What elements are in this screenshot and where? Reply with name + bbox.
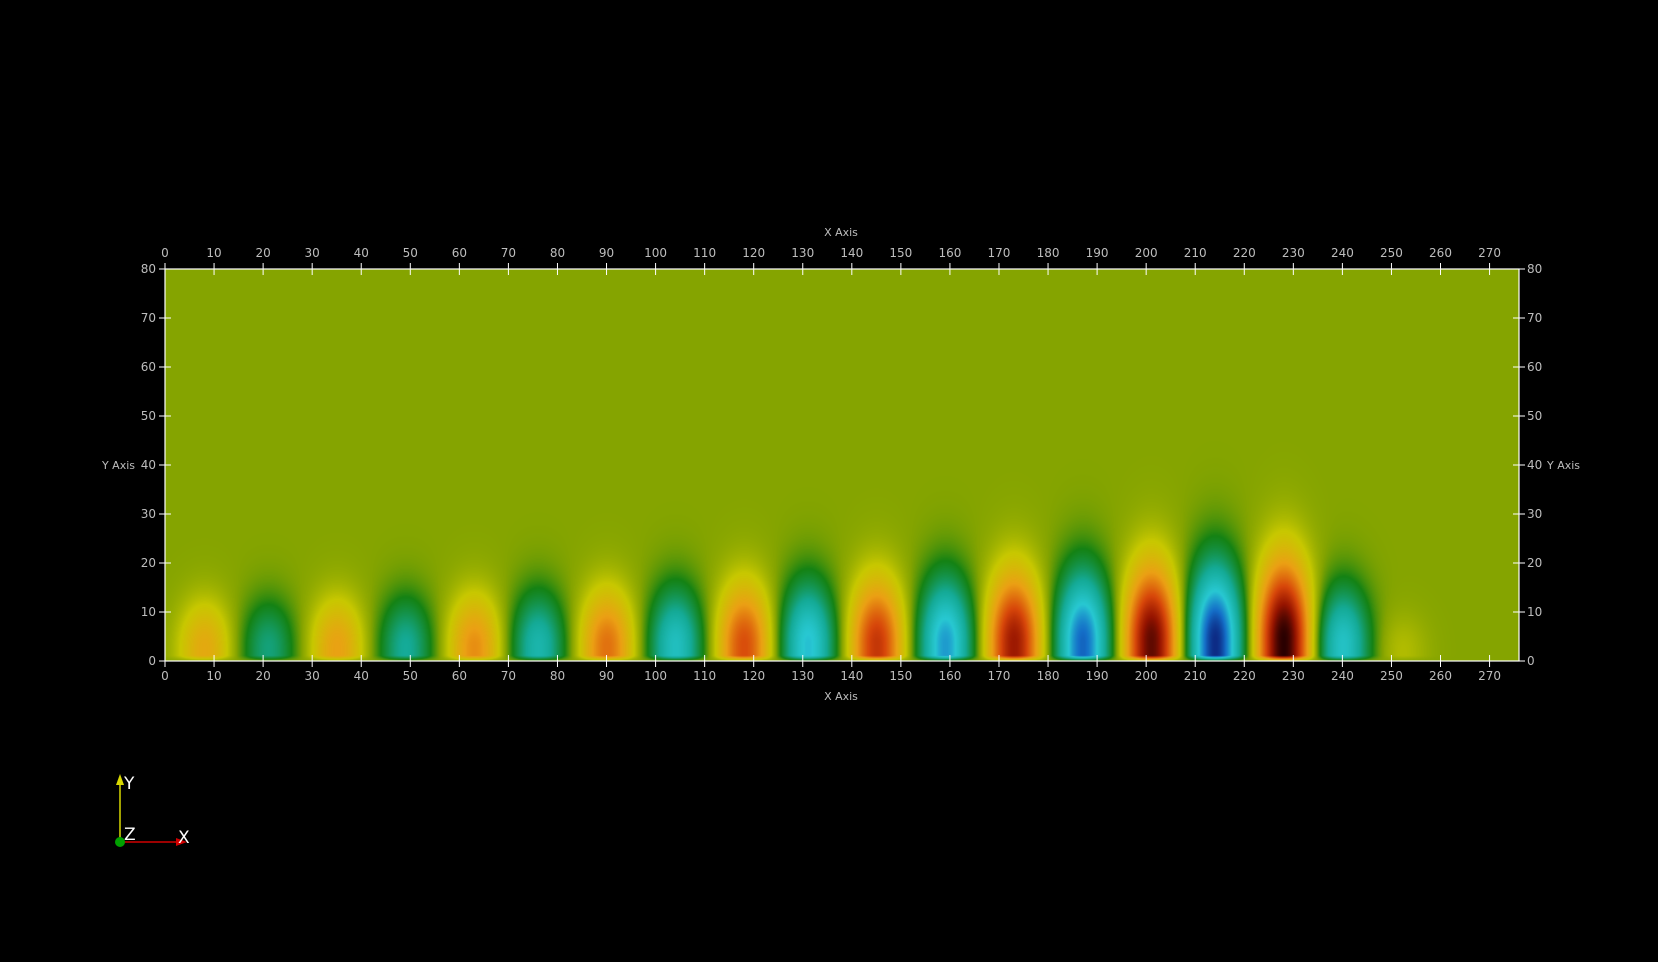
x-tick-label-top: 180 <box>1037 246 1060 260</box>
x-label: X <box>178 828 190 848</box>
x-tick-label-top: 140 <box>840 246 863 260</box>
x-tick-label-bottom: 270 <box>1478 669 1501 683</box>
y-tick-label-left: 30 <box>141 507 156 521</box>
x-tick-label-bottom: 40 <box>354 669 369 683</box>
x-tick-label-top: 230 <box>1282 246 1305 260</box>
x-tick-label-bottom: 260 <box>1429 669 1452 683</box>
x-tick-label-top: 270 <box>1478 246 1501 260</box>
x-tick-label-top: 130 <box>791 246 814 260</box>
x-tick-label-bottom: 10 <box>206 669 221 683</box>
x-tick-label-top: 250 <box>1380 246 1403 260</box>
y-tick-label-right: 20 <box>1527 556 1542 570</box>
x-tick-label-top: 20 <box>255 246 270 260</box>
x-tick-label-bottom: 100 <box>644 669 667 683</box>
y-axis-left: 0 10 20 30 40 50 60 70 80 <box>141 262 171 668</box>
x-tick-label-top: 120 <box>742 246 765 260</box>
y-tick-label-left: 10 <box>141 605 156 619</box>
x-tick-label-top: 30 <box>305 246 320 260</box>
x-tick-label-top: 110 <box>693 246 716 260</box>
x-axis-title-top: X Axis <box>824 226 858 239</box>
x-tick-label-bottom: 200 <box>1135 669 1158 683</box>
x-tick-label-bottom: 60 <box>452 669 467 683</box>
y-tick-label-right: 10 <box>1527 605 1542 619</box>
x-tick-label-bottom: 120 <box>742 669 765 683</box>
x-tick-label-bottom: 0 <box>161 669 169 683</box>
y-tick-label-left: 50 <box>141 409 156 423</box>
x-arrow-head <box>176 838 187 846</box>
y-tick-label-left: 20 <box>141 556 156 570</box>
x-tick-label-top: 90 <box>599 246 614 260</box>
z-label: Z <box>124 825 136 845</box>
y-tick-label-left: 70 <box>141 311 156 325</box>
x-tick-label-top: 50 <box>403 246 418 260</box>
x-tick-label-top: 170 <box>988 246 1011 260</box>
x-tick-label-bottom: 130 <box>791 669 814 683</box>
x-tick-label-bottom: 150 <box>889 669 912 683</box>
x-tick-label-bottom: 230 <box>1282 669 1305 683</box>
x-tick-label-top: 160 <box>938 246 961 260</box>
x-tick-label-bottom: 160 <box>938 669 961 683</box>
x-tick-label-bottom: 50 <box>403 669 418 683</box>
field-canvas <box>165 269 1519 661</box>
x-tick-label-bottom: 140 <box>840 669 863 683</box>
x-tick-label-top: 60 <box>452 246 467 260</box>
x-tick-label-bottom: 110 <box>693 669 716 683</box>
x-tick-label-top: 100 <box>644 246 667 260</box>
y-tick-label-right: 60 <box>1527 360 1542 374</box>
x-tick-label-top: 200 <box>1135 246 1158 260</box>
y-tick-label-right: 40 <box>1527 458 1542 472</box>
y-tick-label-left: 80 <box>141 262 156 276</box>
scalar-field <box>165 269 1519 661</box>
x-tick-label-bottom: 170 <box>988 669 1011 683</box>
x-tick-label-top: 10 <box>206 246 221 260</box>
x-axis-top: 0 10 20 30 40 50 60 70 80 90 100 110 120 130 140 150 160… <box>161 246 1501 275</box>
x-tick-label-bottom: 250 <box>1380 669 1403 683</box>
y-tick-label-left: 40 <box>141 458 156 472</box>
x-tick-label-top: 40 <box>354 246 369 260</box>
y-tick-label-left: 0 <box>148 654 156 668</box>
x-tick-label-top: 80 <box>550 246 565 260</box>
x-axis-title-bottom: X Axis <box>824 690 858 703</box>
x-tick-label-bottom: 20 <box>255 669 270 683</box>
x-tick-label-top: 260 <box>1429 246 1452 260</box>
x-tick-label-bottom: 70 <box>501 669 516 683</box>
x-tick-label-top: 210 <box>1184 246 1207 260</box>
x-tick-label-bottom: 30 <box>305 669 320 683</box>
x-tick-label-bottom: 220 <box>1233 669 1256 683</box>
y-tick-label-right: 70 <box>1527 311 1542 325</box>
x-tick-label-bottom: 180 <box>1037 669 1060 683</box>
y-arrow-head <box>116 774 124 785</box>
y-tick-label-right: 80 <box>1527 262 1542 276</box>
y-tick-label-left: 60 <box>141 360 156 374</box>
x-tick-label-bottom: 210 <box>1184 669 1207 683</box>
y-axis-right: 0 10 20 30 40 50 60 70 80 <box>1513 262 1542 668</box>
y-axis-title-left: Y Axis <box>101 459 135 472</box>
x-axis-bottom: 0 10 20 30 40 50 60 70 80 90 100 110 120 130 140 150 160… <box>161 655 1501 683</box>
y-tick-label-right: 0 <box>1527 654 1535 668</box>
x-tick-label-top: 70 <box>501 246 516 260</box>
orientation-axes: Y X Z <box>115 774 190 848</box>
y-tick-label-right: 50 <box>1527 409 1542 423</box>
x-tick-label-top: 150 <box>889 246 912 260</box>
y-label: Y <box>123 774 135 794</box>
x-tick-label-bottom: 190 <box>1086 669 1109 683</box>
x-tick-label-bottom: 240 <box>1331 669 1354 683</box>
z-axis-dot <box>115 837 125 847</box>
x-tick-label-top: 190 <box>1086 246 1109 260</box>
x-tick-label-bottom: 90 <box>599 669 614 683</box>
x-tick-label-top: 220 <box>1233 246 1256 260</box>
y-tick-label-right: 30 <box>1527 507 1542 521</box>
x-tick-label-top: 0 <box>161 246 169 260</box>
x-tick-label-bottom: 80 <box>550 669 565 683</box>
x-tick-label-top: 240 <box>1331 246 1354 260</box>
y-axis-title-right: Y Axis <box>1546 459 1580 472</box>
